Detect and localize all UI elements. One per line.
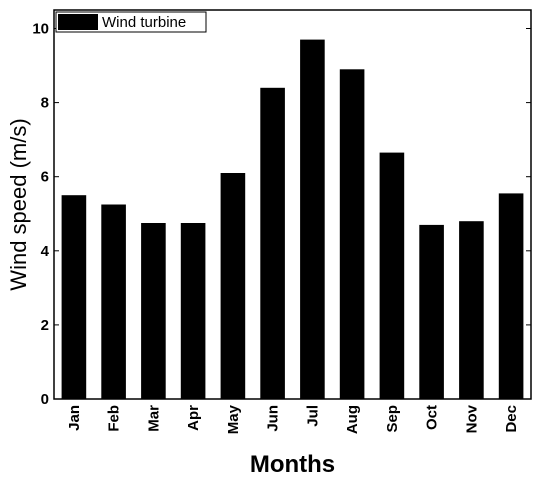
x-tick-label-oct: Oct [424,405,441,430]
y-tick-label-10: 10 [32,21,49,38]
x-tick-label-aug: Aug [344,405,361,434]
bar-oct [419,224,444,399]
bar-jan [61,195,87,399]
plot-frame [53,9,532,400]
legend: Wind turbine [55,11,207,33]
y-tick-label-4: 4 [41,243,50,260]
legend-swatch [58,14,98,30]
x-tick-label-sep: Sep [384,405,401,433]
bar-sep [379,152,405,399]
bar-jun [260,87,285,400]
y-tick-label-6: 6 [41,169,49,186]
bars-group [61,39,524,400]
legend-label: Wind turbine [102,14,186,31]
y-tick-label-0: 0 [41,391,49,408]
x-tick-label-nov: Nov [463,404,480,433]
bar-aug [339,69,365,400]
y-tick-label-2: 2 [41,317,49,334]
x-axis-title: Months [250,451,335,478]
bar-jul [300,39,325,399]
x-tick-label-mar: Mar [145,405,162,432]
x-tick-label-jun: Jun [265,405,282,432]
bar-may [220,173,246,399]
bar-feb [101,204,126,399]
bar-mar [141,223,166,399]
bar-nov [459,221,484,399]
x-tick-label-jul: Jul [304,405,321,427]
y-tick-label-8: 8 [41,95,49,112]
x-tick-label-may: May [225,404,242,434]
y-axis-title: Wind speed (m/s) [6,118,31,290]
x-axis-ticks: Jan Feb Mar Apr May Jun Jul Aug Sep Oct Nov Dec [66,395,520,434]
bar-apr [180,223,206,399]
bar-dec [498,193,524,399]
x-tick-label-jan: Jan [66,405,83,431]
x-tick-label-apr: Apr [185,405,202,431]
x-tick-label-dec: Dec [503,405,520,433]
x-tick-label-feb: Feb [106,405,123,432]
